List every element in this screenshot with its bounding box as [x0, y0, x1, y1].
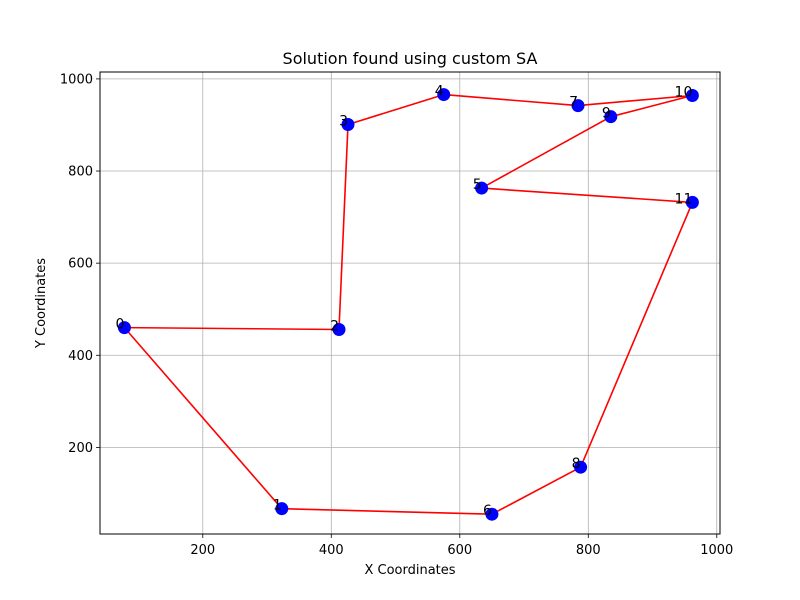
y-tick-label: 800	[68, 165, 93, 180]
point-label: 4	[435, 84, 444, 100]
y-axis-title: Y Coordinates	[34, 258, 49, 349]
route-point	[604, 110, 618, 124]
point-label: 8	[572, 456, 581, 472]
point-label: 0	[115, 317, 124, 333]
x-tick-label: 200	[190, 543, 215, 558]
x-tick-label: 400	[319, 543, 344, 558]
point-labels: 0 1 2 3 4 5 6 7 8 9 10 11	[115, 84, 692, 520]
route-point	[571, 99, 585, 113]
route-point	[485, 507, 499, 521]
point-label: 7	[569, 95, 578, 111]
y-tick-label: 200	[68, 441, 93, 456]
route-point	[117, 321, 131, 335]
x-tick-label: 1000	[700, 543, 733, 558]
axis-ticks: 200 400 600 800 1000 200 400 600 800 1000	[60, 72, 733, 558]
route-point	[685, 195, 699, 209]
x-tick-label: 800	[576, 543, 601, 558]
y-tick-label: 600	[68, 257, 93, 272]
chart-title: Solution found using custom SA	[283, 49, 538, 68]
route-point	[437, 88, 451, 102]
point-label: 6	[483, 503, 492, 519]
x-tick-label: 600	[447, 543, 472, 558]
point-label: 3	[339, 114, 348, 130]
point-label: 5	[473, 177, 482, 193]
point-label: 9	[602, 106, 611, 122]
route-point	[574, 460, 588, 474]
route-point	[475, 181, 489, 195]
plot-frame	[99, 71, 721, 535]
y-tick-label: 1000	[60, 72, 93, 87]
route-point	[332, 322, 346, 336]
y-tick-label: 400	[68, 349, 93, 364]
point-label: 11	[675, 191, 693, 207]
grid	[100, 72, 720, 534]
x-axis-title: X Coordinates	[364, 563, 455, 578]
route-point	[275, 502, 289, 516]
point-label: 10	[675, 84, 693, 100]
point-label: 2	[330, 318, 339, 334]
point-label: 1	[273, 498, 282, 514]
route-points	[117, 88, 699, 521]
route-point	[341, 118, 355, 132]
route-point	[685, 88, 699, 102]
